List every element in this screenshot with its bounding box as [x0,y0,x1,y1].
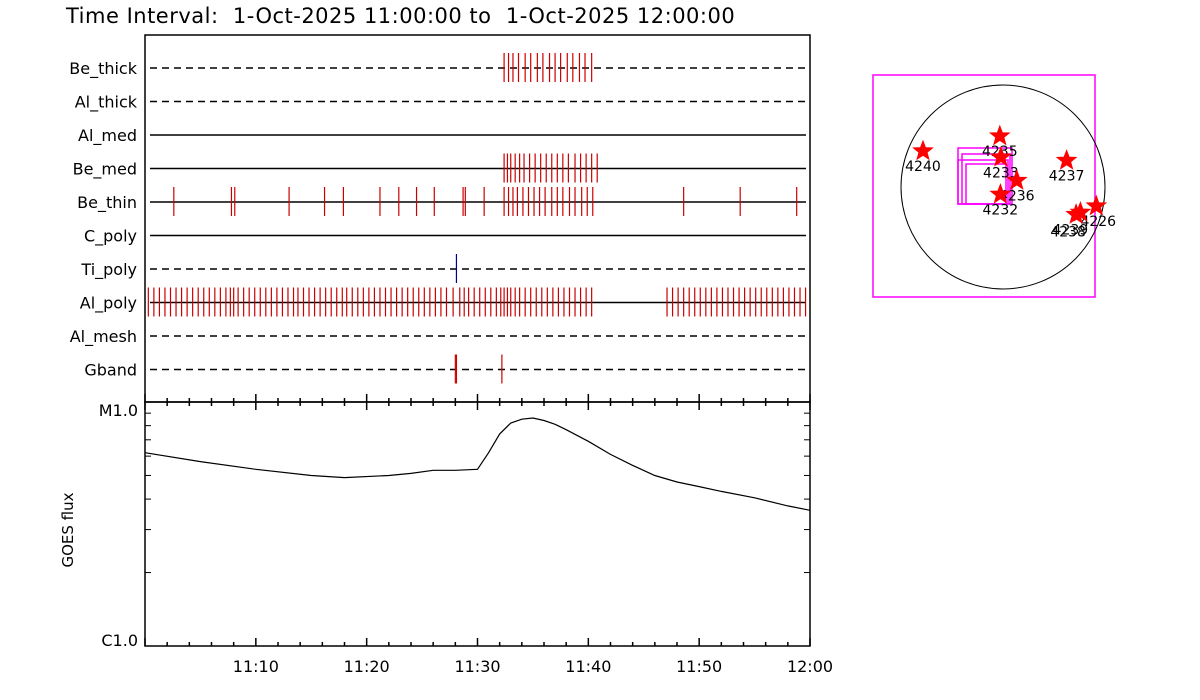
row-label-be_thin: Be_thin [77,193,137,213]
row-label-ti_poly: Ti_poly [80,260,137,280]
x-axis: 11:10 11:20 11:30 11:40 11:50 12:00 [144,394,833,676]
x-tick-label: 11:10 [233,657,279,676]
ar-star-marker [1069,200,1092,222]
ar-label: 4237 [1049,169,1085,185]
ar-label: 4238 [1050,225,1086,241]
row-label-al_poly: Al_poly [80,294,137,314]
ar-star-marker [1005,169,1028,190]
x-tick-label: 12:00 [787,657,833,676]
row-label-al_mesh: Al_mesh [70,327,137,347]
ar-star-marker [988,124,1011,146]
x-tick-label: 11:50 [676,657,722,676]
field-of-view-box [872,74,1096,298]
solar-disk-outline [900,84,1106,290]
ar-star-marker [989,182,1012,204]
pointing-box [965,163,1007,205]
x-tick-label: 11:30 [454,657,500,676]
y-tick-label: C1.0 [101,631,138,650]
solar-locator-panel: 424042354233423642324237422642384239 [872,74,1116,298]
y-tick-label: M1.0 [99,401,138,420]
row-label-be_med: Be_med [73,160,137,180]
timeline-panel: Be_thick Al_thick Al_med Be_med Be_thin C_pol… [69,34,811,403]
ar-label: 4232 [983,202,1019,218]
row-label-c_poly: C_poly [84,227,137,247]
timeline-frame [144,34,811,403]
goes-flux-panel: M1.0 C1.0 GOES flux [59,401,811,650]
ar-star-marker [912,139,934,161]
ar-star-marker [990,145,1012,167]
goes-flux-series-line [144,417,811,511]
ar-label: 4240 [905,159,941,175]
ar-label: 4239 [1053,222,1089,238]
ar-star-marker [1085,194,1108,216]
row-label-be_thick: Be_thick [69,59,137,79]
ar-star-marker [1055,149,1078,170]
goes-frame [144,401,811,647]
row-label-al_med: Al_med [78,126,137,146]
ar-label: 4226 [1080,214,1116,230]
x-tick-label: 11:40 [565,657,611,676]
x-tick-label: 11:20 [344,657,390,676]
row-label-al_thick: Al_thick [75,93,138,113]
chart-title: Time Interval: 1-Oct-2025 11:00:00 to 1-… [65,4,735,28]
y-axis-label: GOES flux [59,492,77,567]
row-label-gband: Gband [84,361,137,380]
